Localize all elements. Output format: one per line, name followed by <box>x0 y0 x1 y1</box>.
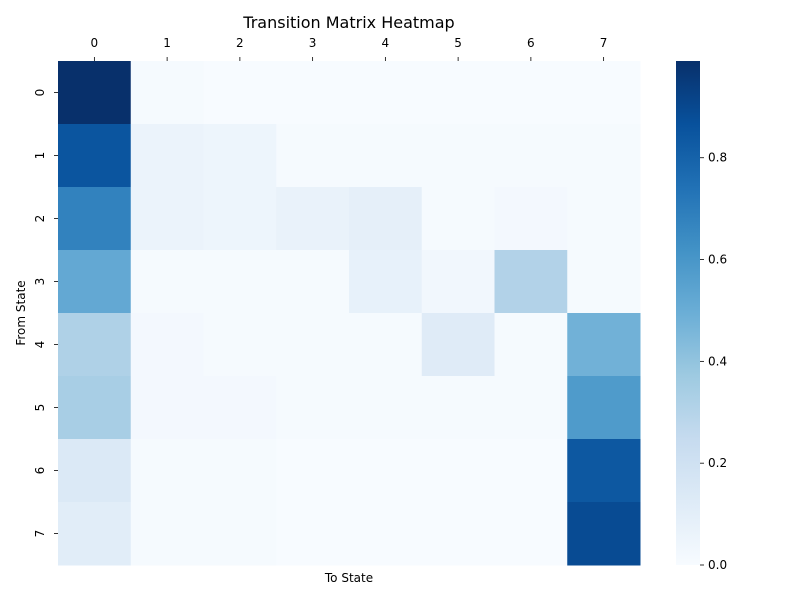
heatmap-cell-7-2 <box>203 502 277 566</box>
heatmap-cell-4-2 <box>203 313 277 377</box>
y-axis-ticks: 0 1 2 3 4 5 6 7 <box>33 89 58 538</box>
x-axis-label: To State <box>324 571 373 585</box>
heatmap-cell-5-6 <box>494 376 568 440</box>
heatmap-cell-5-7 <box>567 376 641 440</box>
heatmap-cell-2-6 <box>494 187 568 251</box>
y-tick-label-0: 0 <box>33 89 47 97</box>
heatmap-cell-1-5 <box>421 124 495 188</box>
heatmap-cell-2-4 <box>349 187 423 251</box>
heatmap-cell-4-5 <box>421 313 495 377</box>
heatmap-cell-7-6 <box>494 502 568 566</box>
heatmap-cell-0-7 <box>567 61 641 125</box>
colorbar-tick-label-0: 0.0 <box>708 558 727 572</box>
heatmap-cell-2-3 <box>276 187 350 251</box>
heatmap-cell-7-0 <box>58 502 132 566</box>
heatmap-cell-0-4 <box>349 61 423 125</box>
heatmap-cell-6-6 <box>494 439 568 503</box>
heatmap-cell-6-1 <box>130 439 204 503</box>
heatmap-cell-2-0 <box>58 187 132 251</box>
heatmap-cell-5-0 <box>58 376 132 440</box>
heatmap-cell-3-7 <box>567 250 641 314</box>
heatmap-cell-1-6 <box>494 124 568 188</box>
heatmap-cell-2-5 <box>421 187 495 251</box>
x-tick-label-2: 2 <box>236 36 244 50</box>
heatmap-cell-6-4 <box>349 439 423 503</box>
chart-title: Transition Matrix Heatmap <box>242 13 454 32</box>
heatmap-cell-5-1 <box>130 376 204 440</box>
heatmap-cell-5-3 <box>276 376 350 440</box>
heatmap-cell-4-7 <box>567 313 641 377</box>
heatmap-cell-5-2 <box>203 376 277 440</box>
x-tick-label-3: 3 <box>309 36 317 50</box>
heatmap-cell-4-6 <box>494 313 568 377</box>
heatmap-cell-5-4 <box>349 376 423 440</box>
heatmap-cell-7-5 <box>421 502 495 566</box>
y-tick-label-7: 7 <box>33 530 47 538</box>
heatmap-cell-7-7 <box>567 502 641 566</box>
heatmap-cell-6-0 <box>58 439 132 503</box>
heatmap-cell-1-4 <box>349 124 423 188</box>
heatmap-cell-1-0 <box>58 124 132 188</box>
heatmap-cell-7-4 <box>349 502 423 566</box>
heatmap-cell-3-2 <box>203 250 277 314</box>
heatmap-cell-7-1 <box>130 502 204 566</box>
heatmap-cell-0-5 <box>421 61 495 125</box>
y-tick-label-6: 6 <box>33 467 47 475</box>
heatmap-cell-2-1 <box>130 187 204 251</box>
y-tick-label-4: 4 <box>33 341 47 349</box>
heatmap-cell-4-4 <box>349 313 423 377</box>
heatmap-cell-1-3 <box>276 124 350 188</box>
heatmap-cell-0-3 <box>276 61 350 125</box>
heatmap-cell-1-1 <box>130 124 204 188</box>
y-tick-label-5: 5 <box>33 404 47 412</box>
heatmap-cell-0-1 <box>130 61 204 125</box>
heatmap-cell-6-3 <box>276 439 350 503</box>
heatmap-cell-6-7 <box>567 439 641 503</box>
heatmap-cell-4-1 <box>130 313 204 377</box>
colorbar-ticks: 0.0 0.2 0.4 0.6 0.8 <box>700 151 727 572</box>
heatmap-cell-0-0 <box>58 61 132 125</box>
heatmap-cell-4-3 <box>276 313 350 377</box>
heatmap-cell-0-6 <box>494 61 568 125</box>
x-tick-label-7: 7 <box>600 36 608 50</box>
heatmap-cell-3-1 <box>130 250 204 314</box>
heatmap-cell-0-2 <box>203 61 277 125</box>
x-axis-ticks: 0 1 2 3 4 5 6 7 <box>91 36 608 61</box>
heatmap-cell-3-3 <box>276 250 350 314</box>
y-tick-label-3: 3 <box>33 278 47 286</box>
x-tick-label-4: 4 <box>382 36 390 50</box>
heatmap-cell-5-5 <box>421 376 495 440</box>
y-tick-label-2: 2 <box>33 215 47 223</box>
heatmap-cell-6-2 <box>203 439 277 503</box>
colorbar-tick-label-2: 0.4 <box>708 354 727 368</box>
colorbar-tick-label-1: 0.2 <box>708 456 727 470</box>
heatmap-cell-6-5 <box>421 439 495 503</box>
heatmap-cell-3-5 <box>421 250 495 314</box>
x-tick-label-6: 6 <box>527 36 535 50</box>
y-axis-label: From State <box>14 280 28 345</box>
heatmap-cell-4-0 <box>58 313 132 377</box>
heatmap-cell-3-6 <box>494 250 568 314</box>
x-tick-label-0: 0 <box>91 36 99 50</box>
heatmap-cell-2-2 <box>203 187 277 251</box>
colorbar <box>676 61 700 565</box>
heatmap-cell-2-7 <box>567 187 641 251</box>
heatmap-cell-3-0 <box>58 250 132 314</box>
x-tick-label-5: 5 <box>454 36 462 50</box>
heatmap-cells <box>58 61 641 566</box>
heatmap-cell-1-7 <box>567 124 641 188</box>
colorbar-tick-label-4: 0.8 <box>708 151 727 165</box>
heatmap-cell-7-3 <box>276 502 350 566</box>
x-tick-label-1: 1 <box>163 36 171 50</box>
y-tick-label-1: 1 <box>33 152 47 160</box>
heatmap-cell-3-4 <box>349 250 423 314</box>
heatmap-cell-1-2 <box>203 124 277 188</box>
colorbar-tick-label-3: 0.6 <box>708 253 727 267</box>
